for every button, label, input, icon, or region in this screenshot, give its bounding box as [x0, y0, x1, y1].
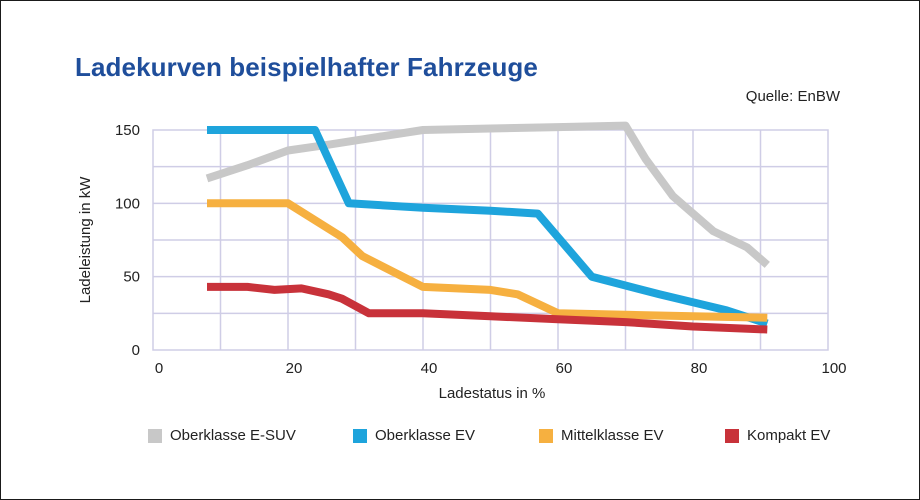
legend-swatch [353, 428, 367, 443]
legend-item: Kompakt EV [725, 427, 875, 444]
legend-swatch [539, 428, 553, 443]
series-line-oberklasse-ev [207, 126, 769, 328]
x-tick-label: 0 [155, 360, 163, 377]
y-axis-title: Ladeleistung in kW [77, 176, 94, 304]
x-tick-label: 60 [556, 360, 573, 377]
series-lines [205, 121, 770, 334]
y-tick-label: 50 [123, 269, 140, 286]
legend-item: Oberklasse EV [353, 427, 539, 444]
legend-label: Oberklasse EV [375, 427, 476, 444]
y-tick-label: 150 [115, 122, 140, 139]
x-tick-label: 20 [286, 360, 303, 377]
legend-item: Mittelklasse EV [539, 427, 725, 444]
legend: Oberklasse E-SUV Oberklasse EV Mittelklass… [148, 427, 875, 444]
x-tick-label: 40 [421, 360, 438, 377]
y-tick-label: 100 [115, 195, 140, 212]
series-line-kompakt-ev [207, 282, 768, 334]
tick-labels: 0 20 40 60 80 100 0 50 100 150 [115, 122, 847, 377]
legend-swatch [148, 428, 162, 443]
legend-swatch [725, 428, 739, 443]
legend-label: Kompakt EV [747, 427, 831, 444]
chart-source: Quelle: EnBW [745, 88, 840, 105]
series-line-mittelklasse-ev [207, 199, 768, 322]
chart-title: Ladekurven beispielhafter Fahrzeuge [75, 52, 538, 82]
x-tick-label: 80 [691, 360, 708, 377]
legend-item: Oberklasse E-SUV [148, 427, 353, 444]
legend-label: Oberklasse E-SUV [170, 427, 296, 444]
y-tick-label: 0 [132, 342, 140, 359]
x-axis-title: Ladestatus in % [439, 385, 546, 402]
legend-label: Mittelklasse EV [561, 427, 664, 444]
x-tick-label: 100 [821, 360, 846, 377]
series-line-oberklasse-e-suv [205, 121, 770, 268]
